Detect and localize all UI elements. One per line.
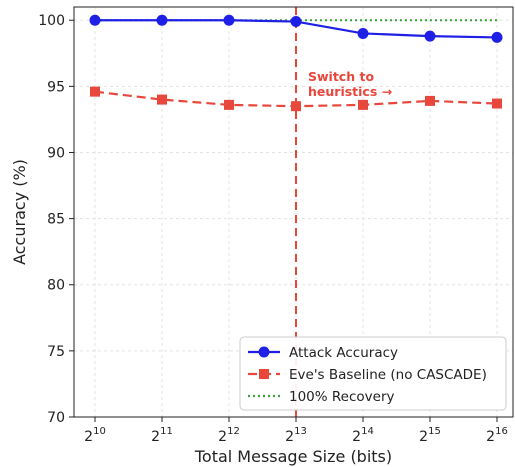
point-s0-6 [491,31,503,43]
plot-frame [73,6,514,418]
point-s1-2 [224,99,234,110]
y-tick-label-5: 95 [47,79,65,95]
legend-label-0: Attack Accuracy [289,345,398,361]
point-s1-3 [291,101,301,112]
x-tick-label-3: 213 [285,426,307,445]
x-tick-label-1: 211 [151,426,173,445]
x-axis-title: Total Message Size (bits) [194,447,392,466]
annotation-line-0: Switch to [308,69,374,84]
x-tick-label-5: 215 [419,426,441,445]
y-tick-label-1: 75 [47,344,65,360]
point-s0-3 [290,16,302,28]
point-s0-0 [89,14,101,26]
legend-label-1: Eve's Baseline (no CASCADE) [289,367,487,383]
x-tick-label-0: 210 [84,426,106,445]
point-s1-0 [90,86,100,97]
legend-marker-1 [259,369,269,379]
annotation-line-1: heuristics → [308,84,392,99]
point-s1-4 [358,99,368,110]
x-axis-ticks: 210 211 212 213 214 215 216 [84,417,508,445]
x-tick-label-6: 216 [486,426,508,445]
y-tick-label-4: 90 [47,145,65,161]
point-s0-1 [156,14,168,26]
legend-box [239,336,507,411]
x-tick-label-4: 214 [352,426,374,445]
y-tick-label-2: 80 [47,278,65,294]
point-s0-2 [223,14,235,26]
y-tick-label-6: 100 [38,13,65,29]
x-tick-label-2: 212 [218,426,240,445]
y-axis-ticks: 70 75 80 85 90 95 100 [38,13,74,426]
y-tick-label-3: 85 [47,212,65,228]
legend-label-2: 100% Recovery [289,389,394,405]
point-s0-5 [424,30,436,42]
point-s1-5 [425,95,435,106]
y-axis-title: Accuracy (%) [10,159,29,265]
legend: Attack Accuracy Eve's Baseline (no CASCAD… [239,336,507,411]
point-s1-1 [157,94,167,105]
series [89,14,503,112]
y-tick-label-0: 70 [47,410,65,426]
point-s0-4 [357,27,369,39]
legend-marker-0 [258,346,270,358]
point-s1-6 [492,98,502,109]
